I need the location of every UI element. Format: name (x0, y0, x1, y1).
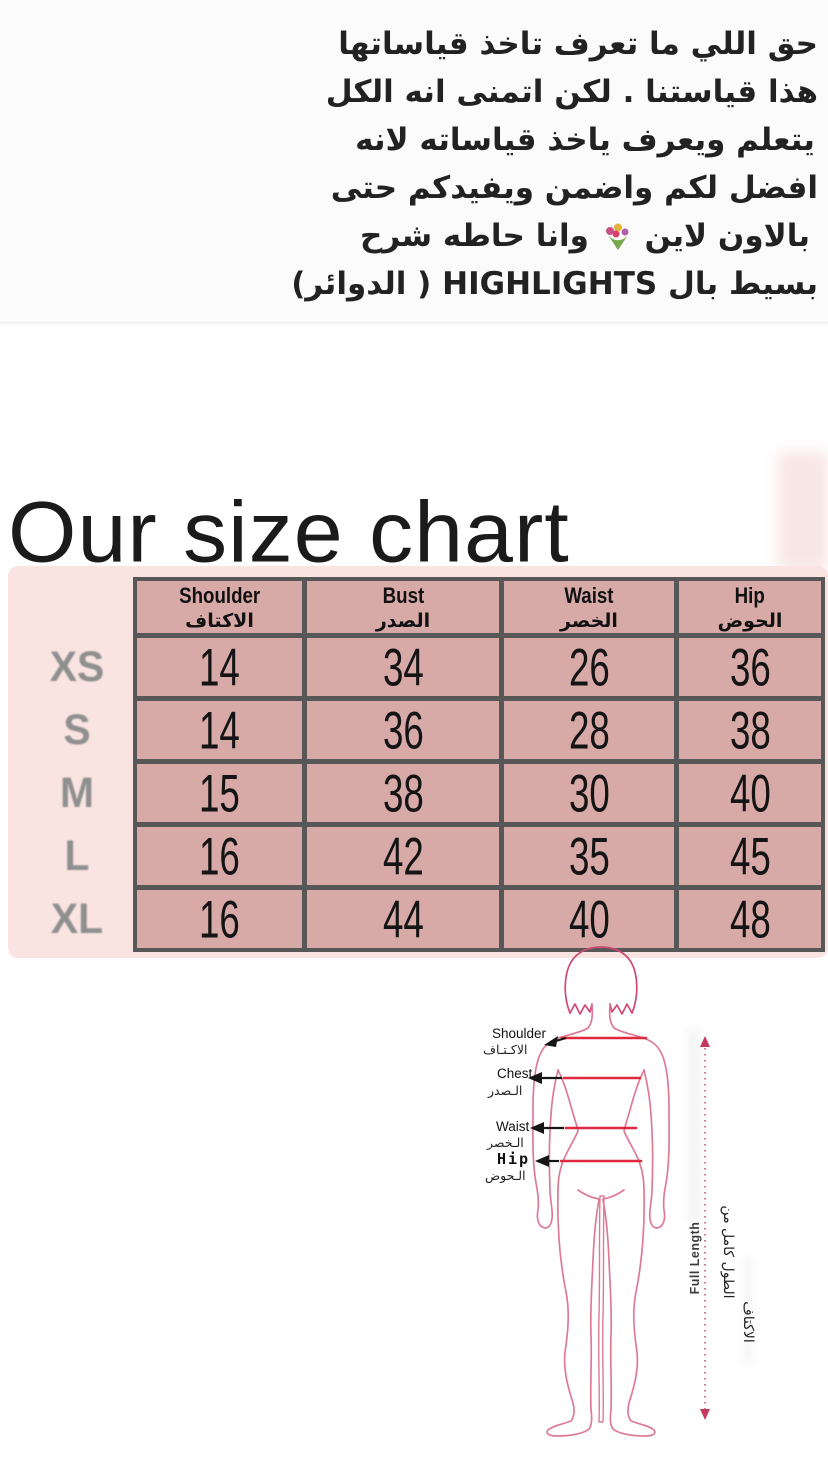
table-cell: 30 (504, 763, 674, 823)
waist-label: Waist (496, 1119, 530, 1134)
table-cell: 40 (679, 763, 821, 823)
column-header-shoulder: Shoulder الاكتاف (137, 581, 302, 633)
intro-line: حق اللي ما تعرف تاخذ قياساتها (338, 26, 818, 62)
table-cell: 40 (504, 889, 674, 949)
cell-value: 16 (199, 826, 240, 886)
table-cell: 34 (307, 637, 499, 697)
table-cell: 26 (504, 637, 674, 697)
column-header-en: Shoulder (178, 583, 261, 608)
cell-value: 16 (199, 889, 240, 949)
table-cell: 35 (504, 826, 674, 886)
table-cell: 16 (137, 826, 302, 886)
size-label-m: M (59, 768, 95, 817)
cell-value: 38 (382, 763, 424, 823)
table-cell: 15 (137, 763, 302, 823)
size-label-s: S (63, 705, 91, 754)
bouquet-emoji (602, 218, 632, 250)
measurement-lines (559, 1036, 648, 1163)
cell-value: 48 (729, 889, 771, 949)
intro-line: بالاون لاين وانا حاطه شرح (352, 212, 818, 260)
cell-value: 38 (729, 700, 771, 760)
cell-value: 36 (382, 700, 424, 760)
full-length-dotted-line (700, 1036, 710, 1420)
intro-line: يتعلم ويعرف ياخذ قياساته لانه (355, 122, 815, 158)
intro-line-part: بالاون لاين (644, 218, 810, 254)
intro-line: هذا قياستنا . لكن اتمنى انه الكل (325, 74, 818, 110)
cell-value: 42 (382, 826, 424, 886)
full-length-label-ar-1: الطول كامل من (720, 1205, 736, 1299)
column-header-hip: Hip الحوض (679, 581, 821, 633)
cell-value: 34 (382, 637, 424, 697)
hip-label-ar: الـحوض (485, 1168, 526, 1183)
table-cell: 48 (679, 889, 821, 949)
column-header-ar: الحوض (717, 610, 783, 632)
table-cell: 36 (307, 700, 499, 760)
ghost-smudge (686, 1028, 702, 1223)
shoulder-label: Shoulder (492, 1026, 547, 1041)
table-cell: 14 (137, 637, 302, 697)
cell-value: 36 (729, 637, 771, 697)
backdrop-smear (778, 452, 828, 570)
size-label-l: L (64, 831, 90, 880)
intro-line: بسيط بال HIGHLIGHTS ( الدوائر) (291, 266, 818, 302)
cell-value: 35 (568, 826, 610, 886)
page-title: Our size chart (8, 482, 570, 580)
table-cell: 28 (504, 700, 674, 760)
table-cell: 44 (307, 889, 499, 949)
body-measurement-diagram (528, 946, 710, 1437)
chest-label-ar: الـصدر (488, 1083, 523, 1098)
table-cell: 38 (679, 700, 821, 760)
table-cell: 36 (679, 637, 821, 697)
column-header-en: Bust (382, 583, 424, 608)
shoulder-label-ar: الاكـتـاف (483, 1042, 528, 1057)
size-table: Shoulder الاكتاف Bust الصدر Waist الخصر … (133, 577, 825, 952)
cell-value: 14 (199, 700, 240, 760)
pointer-arrows (528, 1036, 567, 1167)
cell-value: 40 (568, 889, 610, 949)
cell-value: 30 (568, 763, 610, 823)
hip-label: Hip (497, 1150, 531, 1168)
ghost-smudge (742, 1258, 754, 1363)
column-header-waist: Waist الخصر (504, 581, 674, 633)
full-length-label-ar-2: الاكتاف (740, 1301, 756, 1343)
table-cell: 14 (137, 700, 302, 760)
table-cell: 16 (137, 889, 302, 949)
column-header-ar: الصدر (375, 610, 431, 632)
full-length-label: Full Length (688, 1221, 702, 1295)
cell-value: 26 (568, 637, 610, 697)
cell-value: 40 (729, 763, 771, 823)
cell-value: 15 (199, 763, 240, 823)
table-cell: 42 (307, 826, 499, 886)
cell-value: 45 (729, 826, 771, 886)
body-outline (532, 946, 670, 1437)
waist-label-ar: الـخصر (487, 1135, 524, 1150)
column-header-ar: الخصر (560, 610, 618, 632)
size-label-xs: XS (49, 642, 105, 691)
size-label-xl: XL (50, 894, 104, 943)
cell-value: 28 (568, 700, 610, 760)
cell-value: 44 (382, 889, 424, 949)
table-cell: 45 (679, 826, 821, 886)
intro-text: حق اللي ما تعرف تاخذ قياساتها هذا قياستن… (291, 20, 818, 308)
column-header-en: Hip (734, 583, 766, 608)
column-header-bust: Bust الصدر (307, 581, 499, 633)
intro-line-part: وانا حاطه شرح (360, 218, 589, 254)
table-cell: 38 (307, 763, 499, 823)
cell-value: 14 (199, 637, 240, 697)
intro-block: حق اللي ما تعرف تاخذ قياساتها هذا قياستن… (0, 0, 828, 323)
column-header-en: Waist (564, 583, 614, 608)
chest-label: Chest (497, 1066, 533, 1081)
intro-line: افضل لكم واضمن ويفيدكم حتى (330, 170, 818, 206)
column-header-ar: الاكتاف (185, 610, 254, 632)
